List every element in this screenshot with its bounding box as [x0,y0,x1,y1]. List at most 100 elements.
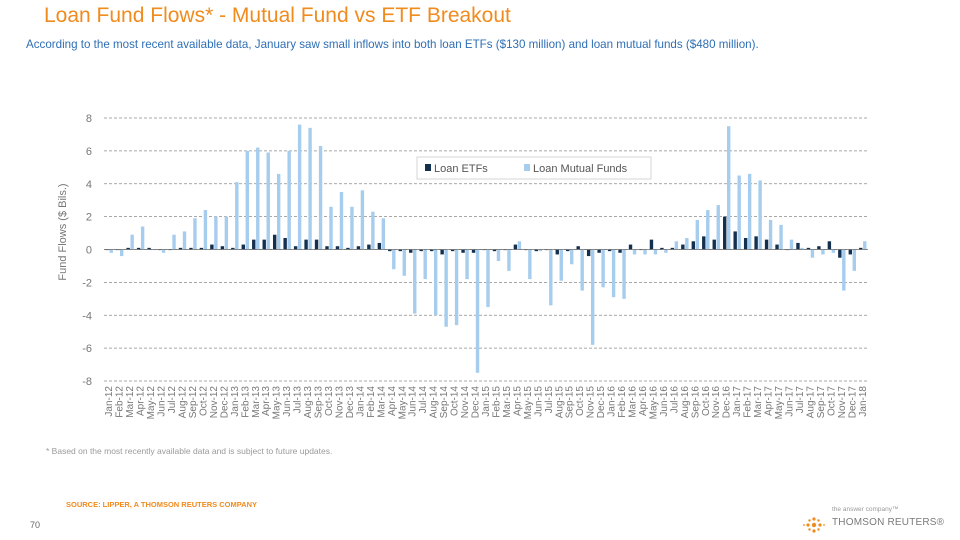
mutual-fund-bar [549,249,553,306]
x-tick-label: Mar-12 [125,386,136,418]
etf-bar [283,237,287,250]
etf-bar [712,239,716,250]
x-tick-label: Mar-16 [628,386,639,418]
etf-bar [733,231,737,250]
x-tick-label: Feb-15 [491,386,502,418]
etf-bar [272,234,277,250]
mutual-fund-bar [475,249,480,373]
etf-bar [367,244,371,250]
etf-bar [586,249,591,257]
page-title: Loan Fund Flows* - Mutual Fund vs ETF Br… [44,4,511,27]
etf-bar [513,244,518,250]
x-tick-label: Apr-17 [764,386,775,416]
mutual-fund-bar [789,239,794,250]
x-tick-label: Jul-14 [418,386,429,414]
mutual-fund-bar [339,191,344,250]
etf-bar [566,249,570,252]
etf-bar [293,246,298,250]
x-tick-label: Sep-12 [188,386,199,419]
x-tick-label: Oct-15 [575,386,586,416]
etf-bar [723,216,727,250]
mutual-fund-bar [224,216,229,250]
etf-bar [189,247,193,250]
mutual-fund-bar [214,216,218,250]
etf-bar [210,244,214,250]
mutual-fund-bar [737,175,741,250]
x-tick-label: Jan-14 [355,386,366,417]
x-tick-label: Jul-13 [293,386,304,414]
x-tick-label: May-12 [146,386,157,420]
etf-bar [220,246,225,250]
x-tick-label: Jan-17 [732,386,743,417]
mutual-fund-bar [800,247,804,250]
mutual-fund-bar [350,206,354,250]
x-tick-label: Feb-13 [240,386,251,418]
x-tick-label: Jul-17 [795,386,806,414]
x-tick-label: Dec-14 [471,386,482,419]
mutual-fund-bar [528,249,532,280]
x-tick-label: Jun-15 [533,386,544,417]
etf-bar [231,247,235,250]
y-tick-label: -4 [82,310,92,322]
y-tick-label: 6 [86,146,92,158]
mutual-fund-bar [706,210,710,250]
mutual-fund-bar [433,249,438,316]
etf-bar [555,249,559,255]
x-tick-label: Jan-18 [858,386,869,417]
mutual-fund-bar [381,218,386,250]
mutual-fund-bar [245,150,249,250]
x-tick-label: Feb-12 [115,386,126,418]
x-tick-label: Jun-12 [157,386,168,417]
x-tick-label: Aug-17 [805,386,816,419]
etf-bar [775,244,779,250]
legend-label: Loan ETFs [434,163,488,175]
mutual-fund-bar [465,249,469,280]
etf-bar [178,247,183,250]
etf-bar [660,247,664,250]
x-tick-label: Apr-16 [638,386,649,416]
mutual-fund-bar [308,127,312,250]
etf-bar [764,239,769,250]
mutual-fund-bar [371,211,375,250]
mutual-fund-bar [119,249,124,257]
x-tick-label: Sep-13 [314,386,325,419]
etf-bar [147,247,151,250]
mutual-fund-bar [831,249,836,253]
mutual-fund-bar [182,231,187,250]
etf-bar [806,247,811,250]
mutual-fund-bar [276,173,281,250]
etf-bar [419,249,423,252]
mutual-fund-bar [402,249,406,276]
etf-bar [262,239,266,250]
x-tick-label: Feb-16 [617,386,628,418]
x-tick-label: Nov-12 [209,386,220,419]
etf-bar [252,239,256,250]
x-tick-label: Jul-12 [167,386,178,414]
mutual-fund-bar [601,249,605,288]
legend-box [416,156,652,180]
etf-bar [314,239,319,250]
logo-tagline: the answer company™ [832,506,899,513]
x-tick-label: Aug-12 [177,386,188,419]
etf-bar [461,249,465,253]
x-tick-label: Dec-17 [847,386,858,419]
etf-bar [241,244,245,250]
x-tick-label: Oct-12 [198,386,209,416]
x-tick-label: Oct-13 [324,386,335,416]
etf-bar [346,247,350,250]
etf-bar [429,249,434,252]
etf-bar [691,241,696,250]
x-tick-label: Feb-17 [743,386,754,418]
mutual-fund-bar [496,249,501,262]
etf-bar [199,247,204,250]
mutual-fund-bar [716,205,720,250]
mutual-fund-bar [193,218,197,250]
x-tick-label: Aug-16 [680,386,691,419]
mutual-fund-bar [653,249,658,255]
x-tick-label: Mar-13 [251,386,262,418]
mutual-fund-bar [611,249,616,298]
mutual-fund-bar [632,249,637,255]
etf-bar [838,249,842,258]
mutual-fund-bar [570,249,574,265]
mutual-fund-bar [810,249,815,258]
